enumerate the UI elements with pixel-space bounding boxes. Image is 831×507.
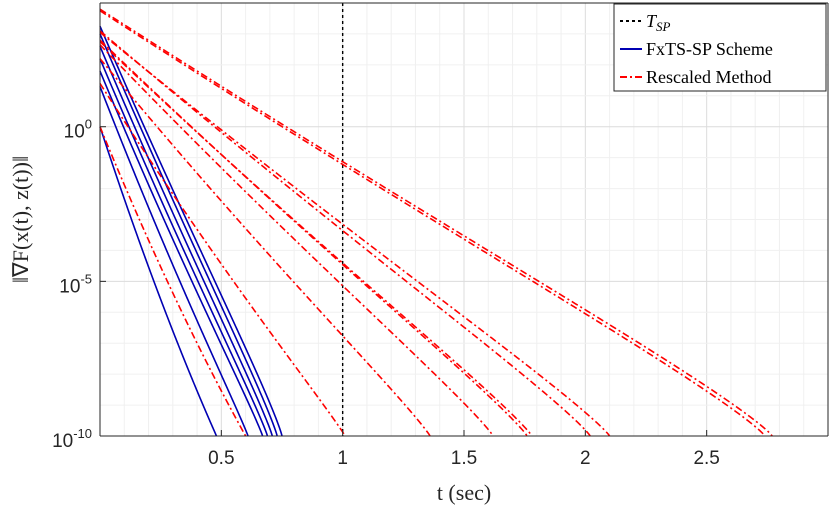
series-layer bbox=[99, 8, 773, 437]
y-tick-label: 10-10 bbox=[52, 426, 92, 452]
rescaled-curve-10 bbox=[99, 44, 494, 437]
fxts-curve-4 bbox=[99, 45, 274, 437]
fxts-curve-5 bbox=[99, 33, 278, 437]
x-tick-label: 0.5 bbox=[208, 448, 234, 469]
x-tick-label: 1.5 bbox=[451, 448, 477, 469]
rescaled-curve-16 bbox=[99, 8, 773, 437]
fxts-curve-3 bbox=[99, 58, 269, 437]
axes bbox=[99, 2, 829, 437]
x-tick-label: 2 bbox=[580, 448, 591, 469]
rescaled-curve-8 bbox=[99, 82, 346, 437]
rescaled-curve-9 bbox=[99, 58, 431, 437]
rescaled-curve-12 bbox=[99, 41, 533, 437]
x-tick-label: 2.5 bbox=[693, 448, 719, 469]
y-tick-label: 10-5 bbox=[59, 271, 92, 297]
tick-labels: 0.5 1 1.5 2 2.5 100 10-5 10-10 bbox=[52, 117, 720, 469]
rescaled-curve-7 bbox=[99, 126, 247, 437]
legend-label: Rescaled Method bbox=[646, 67, 771, 87]
legend-label: TSP bbox=[646, 11, 671, 34]
legend: TSP FxTS-SP Scheme Rescaled Method bbox=[613, 3, 827, 92]
fxts-curve-2 bbox=[99, 70, 264, 437]
legend-box bbox=[613, 3, 827, 92]
rescaled-curve-13 bbox=[99, 30, 591, 437]
x-tick-label: 1 bbox=[337, 448, 348, 469]
legend-label: FxTS-SP Scheme bbox=[646, 39, 773, 59]
x-axis-label: t (sec) bbox=[437, 480, 491, 505]
fxts-curve-0 bbox=[99, 126, 218, 437]
y-tick-label: 100 bbox=[64, 117, 92, 143]
fxts-curve-1 bbox=[99, 86, 249, 437]
y-axis-label: ‖∇F(x(t), z(t))‖ bbox=[8, 156, 33, 283]
fxts-curve-6 bbox=[99, 25, 283, 437]
